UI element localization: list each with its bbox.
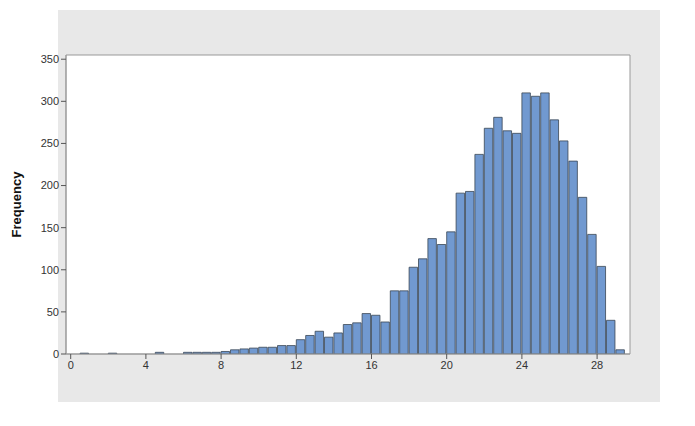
svg-text:100: 100 xyxy=(41,264,59,276)
svg-text:16: 16 xyxy=(365,359,377,371)
svg-text:350: 350 xyxy=(41,53,59,65)
svg-text:28: 28 xyxy=(591,359,603,371)
svg-text:300: 300 xyxy=(41,95,59,107)
svg-text:0: 0 xyxy=(53,348,59,360)
svg-text:24: 24 xyxy=(516,359,528,371)
svg-text:50: 50 xyxy=(47,306,59,318)
svg-text:20: 20 xyxy=(441,359,453,371)
svg-text:250: 250 xyxy=(41,137,59,149)
svg-text:0: 0 xyxy=(68,359,74,371)
svg-text:4: 4 xyxy=(143,359,149,371)
svg-text:200: 200 xyxy=(41,179,59,191)
svg-text:150: 150 xyxy=(41,222,59,234)
svg-text:Frequency: Frequency xyxy=(9,171,24,238)
svg-text:8: 8 xyxy=(218,359,224,371)
svg-text:12: 12 xyxy=(290,359,302,371)
